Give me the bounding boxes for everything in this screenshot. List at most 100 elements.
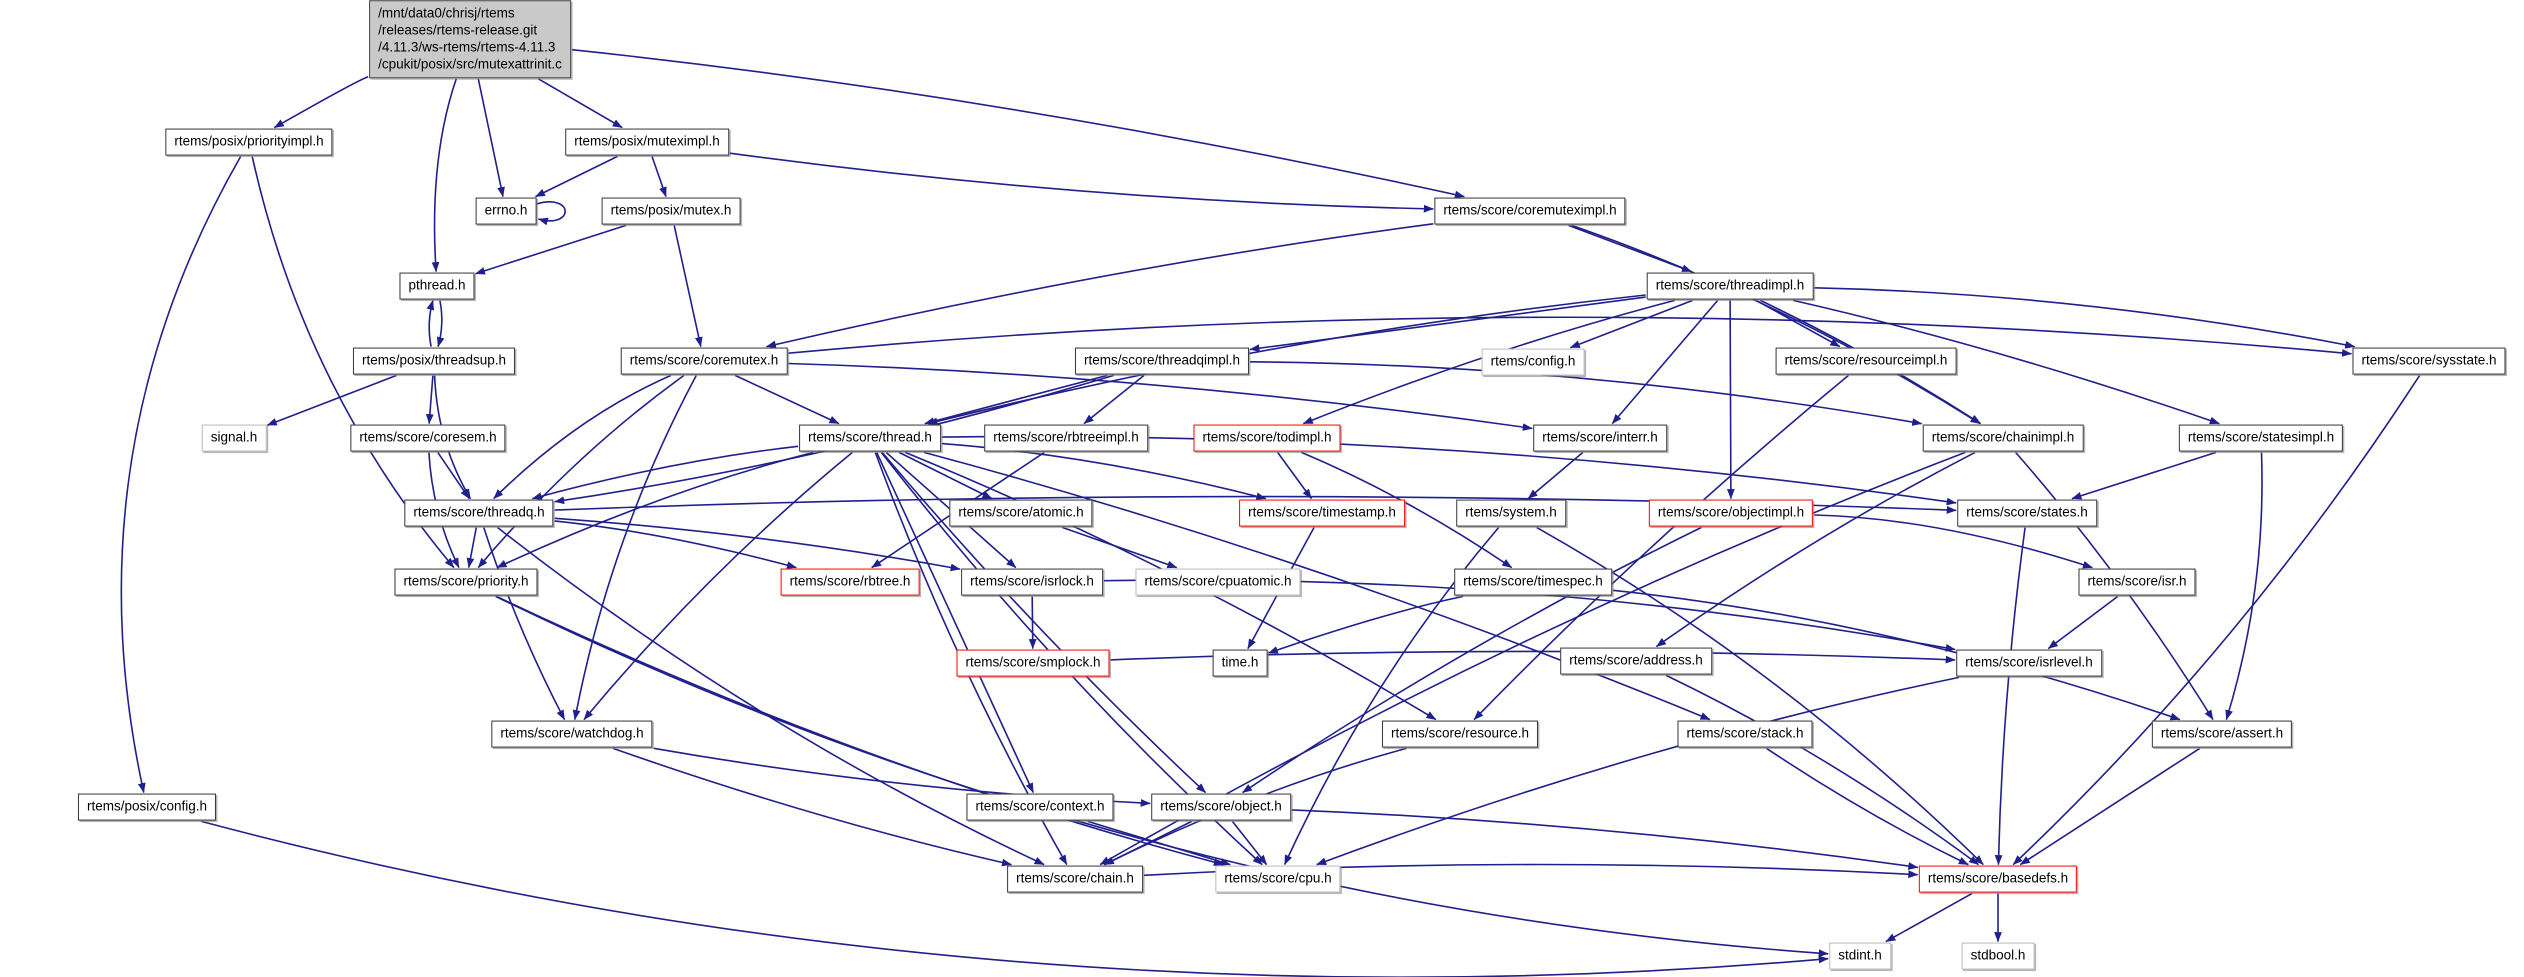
edge-coremutex-thread (734, 374, 840, 425)
edge-priorityimpl-pconfig (120, 156, 242, 794)
node-signal: signal.h (201, 424, 267, 452)
edge-todimpl-timespec (1301, 451, 1513, 569)
node-threadimpl[interactable]: rtems/score/threadimpl.h (1646, 272, 1814, 300)
edge-threadq-isrlock (554, 517, 961, 572)
edge-threadsup-coresem (425, 375, 434, 425)
edge-threadsup-signal (266, 374, 397, 426)
edge-threadsup-pthread (426, 299, 435, 347)
node-pconfig[interactable]: rtems/posix/config.h (77, 793, 217, 821)
edge-threadqimpl-chainimpl (1249, 361, 1923, 426)
edge-timespec-time (1267, 595, 1464, 654)
node-assert[interactable]: rtems/score/assert.h (2151, 720, 2293, 748)
edge-threadimpl-config (1569, 299, 1693, 349)
node-config: rtems/config.h (1481, 348, 1585, 376)
edge-threadimpl-interr (1611, 299, 1719, 425)
node-basedefs[interactable]: rtems/score/basedefs.h (1918, 865, 2078, 893)
node-chainimpl[interactable]: rtems/score/chainimpl.h (1922, 424, 2084, 452)
edge-thread-context (875, 452, 1035, 794)
node-threadq[interactable]: rtems/score/threadq.h (404, 499, 554, 527)
edge-todimpl-timestamp (1276, 451, 1313, 500)
edge-objectimpl-isr (1814, 514, 2093, 569)
node-statesimpl[interactable]: rtems/score/statesimpl.h (2178, 424, 2344, 452)
edge-coremutex-sysstate (788, 316, 2352, 357)
node-coremutex[interactable]: rtems/score/coremutex.h (620, 347, 788, 375)
edge-root-coremuteximpl (571, 48, 1465, 199)
edge-root-priorityimpl (273, 75, 369, 129)
node-mutex[interactable]: rtems/posix/mutex.h (601, 197, 741, 225)
node-priority[interactable]: rtems/score/priority.h (394, 568, 538, 596)
node-thread[interactable]: rtems/score/thread.h (799, 424, 941, 452)
edge-states-basedefs (1994, 527, 2026, 866)
node-resource[interactable]: rtems/score/resource.h (1381, 720, 1539, 748)
node-interr[interactable]: rtems/score/interr.h (1533, 424, 1667, 452)
node-timestamp[interactable]: rtems/score/timestamp.h (1239, 499, 1405, 527)
edge-thread-object (881, 451, 1207, 794)
node-cpuatomic: rtems/score/cpuatomic.h (1135, 568, 1301, 596)
node-smplock[interactable]: rtems/score/smplock.h (956, 649, 1110, 677)
node-isrlock[interactable]: rtems/score/isrlock.h (961, 568, 1103, 596)
edge-address-basedefs (1665, 674, 1979, 866)
edge-threadimpl-sysstate (1814, 287, 2356, 349)
edge-coresem-threadq (437, 451, 470, 500)
node-pthread[interactable]: pthread.h (399, 272, 475, 300)
node-resourceimpl[interactable]: rtems/score/resourceimpl.h (1775, 347, 1957, 375)
edge-coremutex-watchdog (572, 375, 698, 721)
node-watchdog[interactable]: rtems/score/watchdog.h (491, 720, 653, 748)
node-errno[interactable]: errno.h (475, 197, 537, 225)
edge-coremutex-threadq (493, 374, 672, 500)
node-stack[interactable]: rtems/score/stack.h (1677, 720, 1813, 748)
node-sysstate[interactable]: rtems/score/sysstate.h (2352, 347, 2506, 375)
node-object[interactable]: rtems/score/object.h (1151, 793, 1291, 821)
node-threadsup[interactable]: rtems/posix/threadsup.h (352, 347, 516, 375)
node-priorityimpl[interactable]: rtems/posix/priorityimpl.h (165, 128, 333, 156)
node-time[interactable]: time.h (1212, 649, 1268, 677)
edge-threadimpl-threadqimpl (1249, 296, 1646, 353)
edge-threadq-priority (466, 527, 478, 569)
node-isrlevel[interactable]: rtems/score/isrlevel.h (1956, 649, 2102, 677)
edge-threadqimpl-rbtreeimpl (1083, 374, 1145, 425)
node-cpu: rtems/score/cpu.h (1215, 865, 1341, 893)
edge-stack-basedefs (1766, 747, 1969, 866)
edge-threadq-rbtree (554, 520, 797, 569)
node-address[interactable]: rtems/score/address.h (1560, 647, 1712, 675)
node-timespec[interactable]: rtems/score/timespec.h (1454, 568, 1612, 596)
edge-threadimpl-objectimpl (1726, 300, 1735, 500)
node-system[interactable]: rtems/system.h (1456, 499, 1566, 527)
edge-timespec-assert (1612, 589, 2181, 721)
node-threadqimpl[interactable]: rtems/score/threadqimpl.h (1074, 347, 1250, 375)
edge-basedefs-stdint (1885, 892, 1973, 943)
edge-assert-basedefs (2019, 747, 2201, 866)
node-todimpl[interactable]: rtems/score/todimpl.h (1193, 424, 1341, 452)
edge-mutex-coremutex (673, 225, 703, 348)
edge-statesimpl-states (2071, 451, 2217, 500)
node-muteximpl[interactable]: rtems/posix/muteximpl.h (565, 128, 729, 156)
node-chain[interactable]: rtems/score/chain.h (1007, 865, 1143, 893)
node-coremuteximpl[interactable]: rtems/score/coremuteximpl.h (1434, 197, 1626, 225)
edge-coremuteximpl-chainimpl (1571, 224, 1981, 425)
edge-thread-watchdog (583, 451, 853, 721)
edge-mutex-pthread (475, 224, 627, 275)
edge-atomic-cpuatomic (1061, 526, 1178, 569)
edge-system-basedefs (1536, 526, 1984, 866)
node-atomic[interactable]: rtems/score/atomic.h (949, 499, 1093, 527)
edge-root-muteximpl (537, 78, 623, 129)
node-isr[interactable]: rtems/score/isr.h (2078, 568, 2196, 596)
edge-sysstate-basedefs (2012, 374, 2421, 866)
edge-statesimpl-assert (2225, 452, 2263, 721)
edge-object-basedefs (1291, 809, 1919, 870)
edge-watchdog-chain (612, 747, 1012, 867)
edge-root-errno (477, 78, 505, 198)
edge-chainimpl-address (1655, 451, 1976, 648)
edge-isrlevel-cpu (1316, 676, 1960, 866)
edge-threadimpl-resourceimpl (1755, 299, 1841, 348)
node-rbtreeimpl[interactable]: rtems/score/rbtreeimpl.h (984, 424, 1148, 452)
edge-muteximpl-mutex (651, 156, 667, 198)
node-context[interactable]: rtems/score/context.h (966, 793, 1114, 821)
edge-interr-system (1527, 451, 1584, 500)
node-states[interactable]: rtems/score/states.h (1957, 499, 2097, 527)
node-rbtree[interactable]: rtems/score/rbtree.h (780, 568, 920, 596)
node-objectimpl[interactable]: rtems/score/objectimpl.h (1648, 499, 1814, 527)
node-coresem[interactable]: rtems/score/coresem.h (350, 424, 506, 452)
edge-thread-priority (496, 451, 814, 569)
